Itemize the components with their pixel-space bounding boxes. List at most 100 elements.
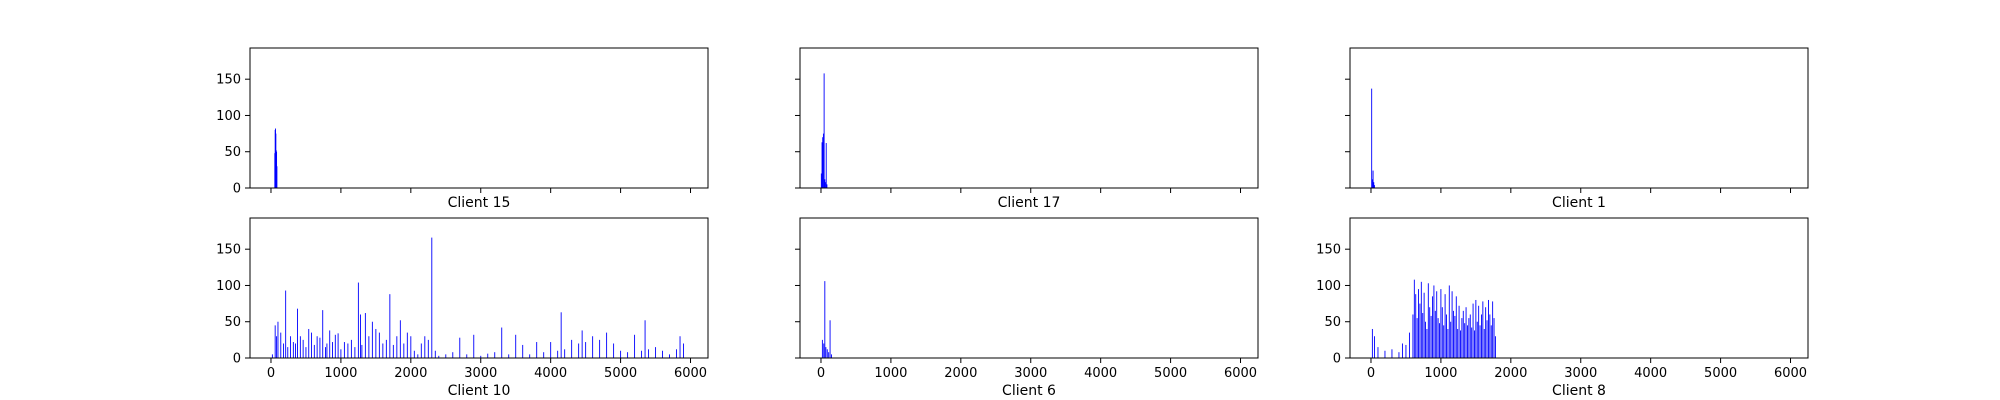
bar: [1474, 330, 1475, 358]
bar: [1377, 347, 1379, 358]
bar: [350, 339, 352, 358]
bar: [829, 320, 831, 358]
bar: [357, 282, 359, 358]
x-tick-label: 2000: [944, 366, 977, 381]
bar: [1371, 328, 1373, 358]
bar: [508, 354, 510, 358]
bar: [337, 333, 339, 358]
bar: [283, 343, 285, 358]
bar: [1460, 330, 1461, 358]
bar: [276, 336, 278, 358]
y-tick-label: 150: [1316, 243, 1341, 258]
y-tick-label: 100: [1316, 279, 1341, 294]
bar: [1450, 321, 1452, 358]
panel-title: Client 8: [1552, 383, 1606, 399]
bar: [1478, 305, 1480, 358]
bar: [1419, 303, 1421, 358]
bar: [343, 342, 345, 358]
x-tick-label: 3000: [464, 366, 497, 381]
bar: [592, 336, 594, 358]
bar: [1443, 325, 1445, 358]
axes-frame: [799, 217, 1259, 359]
bar: [274, 325, 276, 358]
y-tick-label: 100: [216, 279, 241, 294]
bar: [683, 343, 684, 358]
bar: [1444, 294, 1446, 358]
bar: [290, 336, 292, 358]
y-tick-label: 50: [224, 315, 241, 330]
bar: [825, 143, 827, 188]
x-tick-label: 5000: [1154, 366, 1187, 381]
bar: [427, 339, 429, 358]
bar: [1441, 307, 1443, 358]
axes-frame: [1349, 47, 1809, 189]
bar: [1413, 279, 1415, 358]
bar: [1493, 318, 1495, 358]
bar: [1374, 336, 1375, 358]
bar: [354, 347, 356, 358]
x-tick-label: 4000: [534, 366, 567, 381]
bar: [438, 355, 440, 358]
bar: [1482, 301, 1484, 358]
panel-title: Client 1: [1552, 195, 1606, 211]
bar: [1405, 344, 1407, 358]
x-tick-label: 5000: [1704, 366, 1737, 381]
axes-frame: [249, 47, 709, 189]
bar: [399, 320, 401, 358]
bar: [1475, 299, 1477, 358]
bar: [480, 355, 482, 358]
bar: [332, 342, 333, 358]
x-tick-label: 3000: [1014, 366, 1047, 381]
bar: [1458, 305, 1460, 358]
bar: [410, 336, 412, 358]
bar: [326, 343, 328, 358]
bar: [378, 332, 380, 358]
bar: [1467, 325, 1468, 358]
bar: [406, 332, 408, 358]
bar: [821, 142, 823, 188]
bar: [305, 347, 307, 358]
bar: [389, 294, 391, 358]
bar: [313, 344, 315, 358]
x-tick-label: 5000: [604, 366, 637, 381]
bar: [1454, 315, 1456, 358]
y-tick-label: 150: [216, 243, 241, 258]
x-tick-label: 0: [1367, 366, 1375, 381]
y-tick-label: 150: [216, 73, 241, 88]
bar: [299, 336, 301, 358]
bar: [1371, 179, 1373, 188]
bar: [1439, 323, 1440, 358]
bar: [403, 343, 405, 358]
bar: [325, 347, 326, 358]
bar: [1488, 299, 1489, 358]
bar: [340, 349, 342, 358]
bar: [1372, 170, 1374, 188]
bar: [606, 332, 608, 358]
bar: [311, 332, 312, 358]
bar: [1429, 307, 1431, 358]
bar: [627, 352, 629, 358]
bar: [1416, 318, 1418, 358]
bar: [1448, 285, 1450, 358]
bar: [1446, 314, 1447, 358]
bar: [655, 347, 657, 358]
x-tick-label: 2000: [394, 366, 427, 381]
bar: [1412, 314, 1414, 358]
bar: [1437, 318, 1439, 358]
bar: [822, 133, 824, 188]
bar: [1492, 301, 1494, 358]
x-tick-label: 6000: [1774, 366, 1807, 381]
bar: [392, 344, 394, 358]
y-tick-label: 50: [1324, 315, 1341, 330]
bar: [522, 344, 524, 358]
chart-panel-1: 0 50 100 150 Client 15: [216, 47, 709, 211]
bar: [1479, 325, 1481, 358]
bar: [1494, 336, 1496, 358]
panel-title: Client 17: [998, 195, 1061, 211]
bar: [831, 354, 832, 358]
bar: [536, 342, 538, 358]
bar: [413, 350, 415, 358]
bar: [676, 349, 677, 358]
bar: [648, 349, 650, 358]
